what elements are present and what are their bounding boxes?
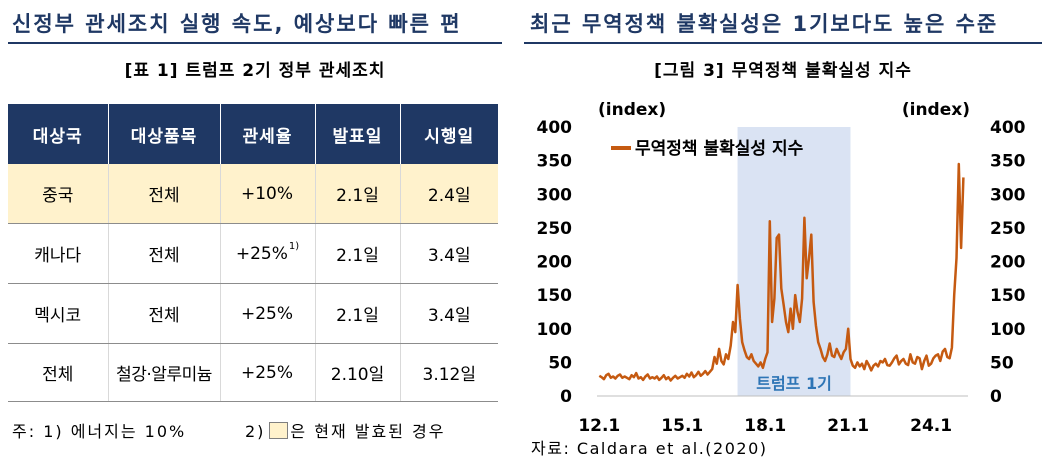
y-tick-label-right: 150	[990, 286, 1026, 306]
cell-effective: 2.4일	[399, 164, 498, 224]
cell-effective: 3.12일	[399, 343, 498, 402]
cell-tariff-rate: +25%	[219, 343, 315, 402]
y-tick-label-left: 350	[537, 152, 573, 172]
header-country: 대상국	[8, 104, 109, 164]
table-header-row: 대상국 대상품목 관세율 발표일 시행일	[8, 104, 498, 164]
y-tick-label-right: 300	[990, 185, 1026, 205]
cell-announced: 2.1일	[314, 164, 400, 224]
cell-item: 전체	[107, 283, 220, 344]
y-tick-label-right: 350	[990, 152, 1026, 172]
y-tick-label-left: 50	[548, 353, 572, 373]
y-axis-unit-left: (index)	[598, 100, 666, 120]
y-tick-label-right: 200	[990, 253, 1026, 273]
cell-effective: 3.4일	[399, 283, 498, 344]
x-tick-label: 18.1	[744, 416, 786, 435]
highlight-legend-swatch	[269, 422, 289, 439]
x-tick-label: 24.1	[910, 416, 952, 435]
cell-item: 철강·알루미늄	[107, 343, 220, 402]
y-tick-label-left: 150	[537, 286, 573, 306]
x-tick-label: 12.1	[578, 416, 620, 435]
chart-source: 자료: Caldara et al.(2020)	[531, 439, 768, 458]
x-tick-label: 15.1	[661, 416, 703, 435]
y-tick-label-right: 0	[990, 387, 1002, 407]
series-line	[598, 162, 965, 382]
tpu-line-chart: 트럼프 1기 0 0 50 50 100 100 150 150 200 200 250 250 300 3…	[537, 100, 1026, 435]
y-tick-label-right: 400	[990, 118, 1026, 138]
cell-country: 캐나다	[8, 223, 108, 284]
cell-country: 전체	[8, 343, 108, 402]
left-heading-underline	[8, 42, 502, 44]
shaded-period-label: 트럼프 1기	[756, 374, 832, 393]
cell-announced: 2.10일	[314, 343, 400, 402]
y-tick-label-left: 400	[537, 118, 573, 138]
right-heading: 최근 무역정책 불확실성은 1기보다도 높은 수준	[530, 12, 999, 36]
left-heading: 신정부 관세조치 실행 속도, 예상보다 빠른 편	[12, 12, 462, 36]
header-tariff-rate: 관세율	[219, 104, 316, 164]
y-tick-label-left: 100	[537, 320, 573, 340]
header-announced: 발표일	[314, 104, 401, 164]
tariff-rate-value: +25%	[240, 303, 294, 324]
cell-tariff-rate: +25%	[219, 283, 315, 344]
table-row: 전체 철강·알루미늄 +25% 2.10일 3.12일	[8, 343, 498, 402]
y-tick-label-right: 100	[990, 320, 1026, 340]
cell-announced: 2.1일	[314, 223, 400, 284]
header-item: 대상품목	[107, 104, 221, 164]
cell-announced: 2.1일	[314, 283, 400, 344]
tariff-rate-value: +25%	[240, 362, 294, 383]
tariff-table: 대상국 대상품목 관세율 발표일 시행일 중국 전체 +10% 2.1일 2.4…	[8, 104, 498, 402]
right-heading-underline	[524, 42, 1042, 44]
header-effective: 시행일	[399, 104, 498, 164]
note-2-text: 은 현재 발효된 경우	[290, 422, 446, 441]
cell-effective: 3.4일	[399, 223, 498, 284]
cell-item: 전체	[107, 164, 220, 224]
cell-tariff-rate: +25%1)	[219, 223, 315, 284]
chart-caption: [그림 3] 무역정책 불확실성 지수	[654, 61, 912, 81]
legend-label: 무역정책 불확실성 지수	[635, 139, 804, 159]
cell-country: 중국	[8, 164, 108, 224]
table-caption: [표 1] 트럼프 2기 정부 관세조치	[124, 61, 386, 81]
footnote-marker: 1)	[288, 240, 300, 252]
cell-tariff-rate: +10%	[219, 164, 315, 224]
y-tick-label-right: 50	[990, 353, 1014, 373]
y-tick-label-left: 250	[537, 219, 573, 239]
table-row: 멕시코 전체 +25% 2.1일 3.4일	[8, 283, 498, 344]
y-tick-label-right: 250	[990, 219, 1026, 239]
y-tick-label-left: 200	[537, 253, 573, 273]
cell-item: 전체	[107, 223, 220, 284]
y-tick-label-left: 300	[537, 185, 573, 205]
table-row: 캐나다 전체 +25%1) 2.1일 3.4일	[8, 223, 498, 284]
tariff-rate-value: +25%	[235, 243, 288, 264]
table-row: 중국 전체 +10% 2.1일 2.4일	[8, 164, 498, 224]
cell-country: 멕시코	[8, 283, 108, 344]
note-2-prefix: 2)	[245, 422, 266, 441]
tariff-rate-value: +10%	[240, 183, 294, 204]
x-tick-label: 21.1	[827, 416, 869, 435]
y-tick-label-left: 0	[560, 387, 572, 407]
table-note-1: 주: 1) 에너지는 10%	[12, 422, 187, 441]
y-axis-unit-right: (index)	[902, 100, 970, 120]
table-note-2: 2) 은 현재 발효된 경우	[245, 420, 445, 444]
